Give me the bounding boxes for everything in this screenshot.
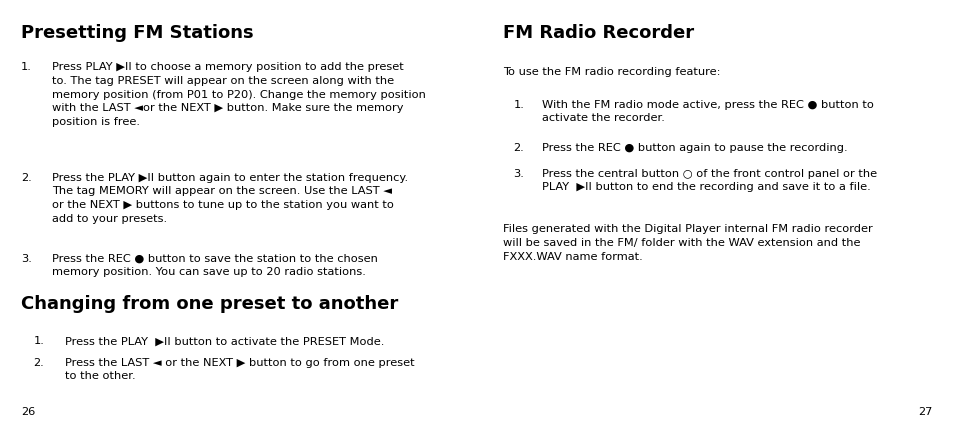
Text: 2.: 2. (21, 173, 31, 183)
Text: With the FM radio mode active, press the REC ● button to
activate the recorder.: With the FM radio mode active, press the… (541, 100, 873, 123)
Text: Press the LAST ◄ or the NEXT ▶ button to go from one preset
to the other.: Press the LAST ◄ or the NEXT ▶ button to… (65, 358, 414, 381)
Text: Files generated with the Digital Player internal FM radio recorder
will be saved: Files generated with the Digital Player … (502, 224, 872, 262)
Text: 26: 26 (21, 407, 35, 417)
Text: 27: 27 (918, 407, 932, 417)
Text: FM Radio Recorder: FM Radio Recorder (502, 24, 693, 42)
Text: 1.: 1. (513, 100, 523, 110)
Text: Press the REC ● button to save the station to the chosen
memory position. You ca: Press the REC ● button to save the stati… (52, 254, 378, 277)
Text: Press the central button ○ of the front control panel or the
PLAY  ▶II button to: Press the central button ○ of the front … (541, 169, 876, 192)
Text: Press the PLAY  ▶II button to activate the PRESET Mode.: Press the PLAY ▶II button to activate th… (65, 336, 384, 346)
Text: 2.: 2. (513, 143, 523, 153)
Text: 1.: 1. (33, 336, 44, 346)
Text: To use the FM radio recording feature:: To use the FM radio recording feature: (502, 67, 720, 77)
Text: Press PLAY ▶II to choose a memory position to add the preset
to. The tag PRESET : Press PLAY ▶II to choose a memory positi… (52, 62, 426, 127)
Text: 2.: 2. (33, 358, 44, 368)
Text: Presetting FM Stations: Presetting FM Stations (21, 24, 253, 42)
Text: Press the PLAY ▶II button again to enter the station frequency.
The tag MEMORY w: Press the PLAY ▶II button again to enter… (52, 173, 408, 224)
Text: Changing from one preset to another: Changing from one preset to another (21, 295, 397, 313)
Text: 1.: 1. (21, 62, 31, 72)
Text: 3.: 3. (513, 169, 523, 178)
Text: Press the REC ● button again to pause the recording.: Press the REC ● button again to pause th… (541, 143, 846, 153)
Text: 3.: 3. (21, 254, 31, 264)
